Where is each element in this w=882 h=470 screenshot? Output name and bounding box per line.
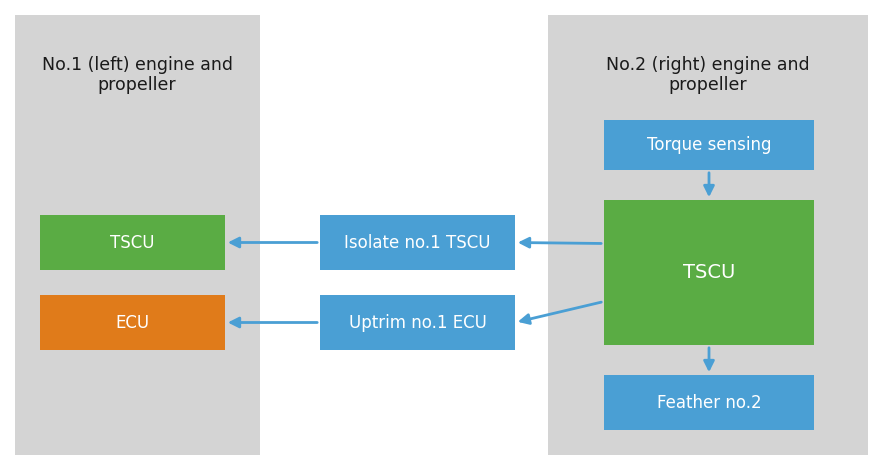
- Text: TSCU: TSCU: [683, 263, 736, 282]
- Text: ECU: ECU: [116, 313, 150, 331]
- Bar: [604, 200, 814, 345]
- Bar: [320, 215, 515, 270]
- Bar: [40, 215, 225, 270]
- Bar: [604, 375, 814, 430]
- Text: Feather no.2: Feather no.2: [657, 393, 761, 412]
- Text: Torque sensing: Torque sensing: [647, 136, 771, 154]
- Text: TSCU: TSCU: [110, 234, 154, 251]
- Text: No.1 (left) engine and
propeller: No.1 (left) engine and propeller: [41, 55, 233, 94]
- Bar: [15, 15, 260, 455]
- Bar: [320, 295, 515, 350]
- Text: Isolate no.1 TSCU: Isolate no.1 TSCU: [344, 234, 490, 251]
- Text: Uptrim no.1 ECU: Uptrim no.1 ECU: [348, 313, 487, 331]
- Bar: [40, 295, 225, 350]
- Bar: [548, 15, 868, 455]
- Bar: [604, 120, 814, 170]
- Text: No.2 (right) engine and
propeller: No.2 (right) engine and propeller: [606, 55, 810, 94]
